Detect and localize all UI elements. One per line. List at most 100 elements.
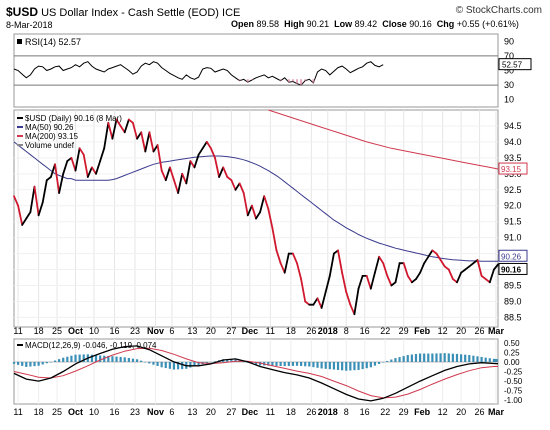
price-segment: [283, 252, 290, 274]
macd-histogram-bar: [189, 361, 192, 368]
macd-x-tick-label: 22: [380, 407, 390, 417]
macd-histogram-bar: [279, 361, 282, 367]
price-segment: [271, 227, 278, 252]
price-segment: [369, 271, 376, 290]
price-segment: [95, 160, 101, 175]
macd-signal-line: [13, 347, 498, 399]
price-segment: [357, 274, 364, 290]
ma50-last-value: 90.26: [501, 252, 522, 261]
macd-histogram-bar: [99, 355, 102, 362]
rsi-tick-label: 50: [504, 66, 514, 76]
macd-x-tick-label: Nov: [147, 407, 164, 417]
macd-histogram-bar: [267, 361, 270, 366]
price-segment: [439, 259, 446, 268]
macd-histogram-bar: [148, 361, 151, 364]
chart-title: $USD US Dollar Index - Cash Settle (EOD)…: [6, 5, 240, 19]
price-segment: [447, 268, 454, 281]
price-segment: [74, 147, 81, 172]
macd-histogram-bar: [361, 361, 364, 370]
ohlc-value: +0.55 (+0.61%): [456, 19, 519, 29]
macd-histogram-bar: [398, 357, 401, 362]
price-tick-label: 92.0: [504, 201, 522, 211]
macd-histogram-bar: [49, 361, 53, 363]
price-segment: [111, 118, 118, 140]
macd-histogram-bar: [291, 361, 295, 366]
macd-x-tick-label: Oct: [68, 407, 83, 417]
macd-histogram-bar: [308, 361, 311, 367]
macd-histogram-bar: [82, 354, 85, 362]
price-x-tick-label: Oct: [68, 326, 83, 336]
macd-legend-label: MACD(12,26,9) -0.046, -0.119, 0.074: [25, 341, 157, 350]
price-segment: [234, 182, 241, 191]
macd-histogram-bar: [328, 361, 331, 370]
macd-histogram-bar: [418, 353, 422, 362]
price-segment: [78, 147, 85, 156]
price-segment: [296, 262, 303, 281]
price-segment: [185, 160, 192, 185]
ma50-last-value-box: [498, 249, 528, 262]
macd-histogram-bar: [254, 361, 258, 365]
ohlc-value: 90.16: [409, 19, 432, 29]
rsi-last-value-box: [498, 58, 532, 71]
macd-tick-label: 0.25: [504, 348, 520, 357]
macd-histogram-bar: [341, 361, 344, 371]
price-segment: [197, 147, 204, 156]
macd-x-tick-label: 20: [456, 407, 466, 417]
macd-histogram-bar: [275, 361, 278, 366]
macd-histogram-bar: [33, 361, 36, 367]
macd-histogram-bar: [410, 354, 413, 362]
macd-histogram-bar: [193, 361, 196, 367]
price-x-tick-label: 25: [52, 326, 62, 336]
macd-histogram-bar: [369, 361, 372, 368]
macd-x-tick-label: 20: [206, 407, 216, 417]
price-x-tick-label: 13: [187, 326, 197, 336]
stockcharts-logo: © StockCharts.com: [455, 5, 542, 16]
price-segment: [164, 166, 171, 182]
rsi-last-value: 52.57: [502, 61, 523, 70]
price-segment: [250, 204, 257, 220]
price-segment: [181, 172, 188, 185]
price-segment: [267, 207, 274, 230]
rsi-frame: [13, 33, 499, 108]
ma200-line: [268, 109, 499, 170]
ma50-legend-label: MA(50) 90.26: [25, 123, 74, 132]
price-segment: [148, 131, 155, 153]
price-segment: [238, 182, 245, 194]
price-segment: [291, 252, 298, 265]
ohlc-label: Low: [334, 19, 353, 29]
macd-x-tick-label: Dec: [242, 407, 259, 417]
macd-histogram-bar: [17, 361, 20, 365]
macd-histogram-bar: [181, 361, 184, 370]
price-segment: [218, 166, 225, 178]
macd-histogram-bar: [213, 361, 217, 362]
macd-histogram-bar: [427, 353, 430, 362]
exchange: ICE: [222, 7, 241, 19]
rsi-line: [13, 61, 384, 86]
macd-histogram-bar: [29, 361, 32, 367]
price-segment: [107, 121, 114, 140]
macd-histogram-bar: [176, 361, 180, 370]
instrument-name: US Dollar Index - Cash Settle (EOD): [41, 7, 219, 19]
macd-histogram-bar: [90, 354, 94, 362]
price-x-tick-label: 16: [360, 326, 370, 336]
macd-x-tick-label: 25: [52, 407, 62, 417]
macd-histogram-bar: [332, 361, 336, 370]
macd-histogram-bar: [480, 356, 483, 362]
macd-histogram-bar: [168, 361, 171, 369]
ohlc-value: 89.42: [354, 19, 378, 29]
price-segment: [62, 160, 69, 175]
macd-histogram-bar: [172, 361, 176, 370]
price-segment: [255, 211, 262, 220]
price-x-tick-label: 26: [475, 326, 485, 336]
macd-x-tick-label: 12: [438, 407, 448, 417]
price-segment: [312, 297, 319, 306]
macd-histogram-bar: [459, 354, 463, 362]
price-segment: [209, 147, 216, 159]
price-x-tick-label: Feb: [414, 326, 431, 336]
macd-histogram-bar: [74, 354, 77, 362]
macd-histogram-bar: [127, 357, 130, 362]
price-segment: [193, 153, 200, 169]
price-x-tick-label: 10: [89, 326, 99, 336]
price-segment: [201, 140, 208, 150]
price-segment: [328, 252, 335, 277]
